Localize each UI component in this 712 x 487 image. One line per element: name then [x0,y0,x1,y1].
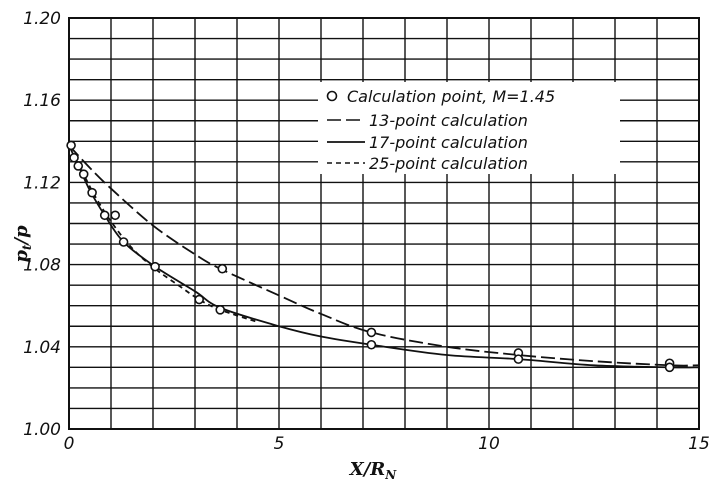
x-tick-label: 10 [478,434,500,454]
legend-label-13-point: 13-point calculation [369,111,528,130]
legend-label-25-point: 25-point calculation [369,154,528,173]
calculation-point [366,327,377,338]
calculation-point [110,210,120,221]
series-layer [68,144,700,369]
series-line-long-dash [68,144,700,367]
y-tick-label: 1.08 [23,256,61,276]
plot-frame [68,17,700,430]
y-axis-label-main: p [11,250,32,263]
calculation-point [513,354,524,364]
calculation-point [194,294,204,305]
y-tick-label: 1.00 [23,420,61,440]
calculation-point [87,187,97,198]
y-tick-label: 1.12 [23,173,61,193]
x-axis-label-subscript: N [384,468,397,482]
calculation-point [69,152,79,163]
calculation-point [118,237,129,247]
x-axis-label-main: X/R [349,459,386,480]
tick-labels: 1.00 1.04 1.08 1.12 1.16 1.20 0 5 10 15 [23,9,710,454]
calculation-point [215,305,225,315]
calculation-point [66,140,76,151]
calculation-point [78,169,89,179]
y-tick-label: 1.20 [23,9,61,29]
series-line-short-dash [68,145,259,323]
legend: Calculation point, M=1.45 13-point calcu… [318,82,620,174]
calculation-point [366,339,377,350]
y-axis-label-denominator: /p [11,225,32,247]
x-tick-label: 0 [64,434,75,454]
points-layer [66,140,675,373]
calculation-point [664,362,675,373]
y-tick-label: 1.04 [23,338,61,358]
calculation-point [73,161,84,171]
x-axis-label: X/RN [349,459,398,482]
legend-marker-circle [326,90,338,102]
grid [68,17,700,430]
x-tick-label: 15 [688,434,710,454]
calculation-point [217,263,228,274]
x-tick-label: 5 [274,434,285,454]
legend-label-17-point: 17-point calculation [369,133,528,152]
y-axis-label: pt/p [11,225,34,263]
calculation-point [99,210,110,221]
legend-background [318,82,620,174]
legend-label-calculation-point: Calculation point, M=1.45 [347,87,555,106]
series-line-solid [68,145,700,369]
y-tick-label: 1.16 [23,91,61,111]
y-axis-label-subscript: t [20,244,34,250]
calculation-point [150,261,160,272]
